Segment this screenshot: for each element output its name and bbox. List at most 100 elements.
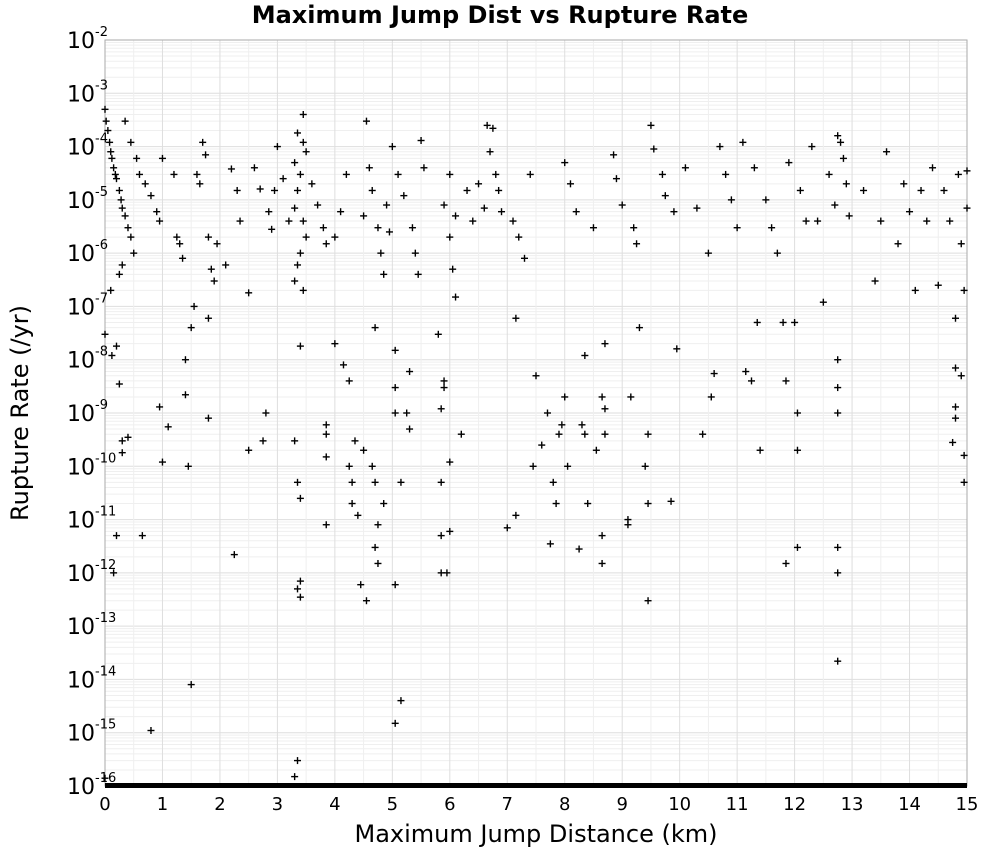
data-point bbox=[492, 170, 500, 178]
data-point bbox=[250, 164, 258, 172]
data-point bbox=[564, 462, 572, 470]
data-point bbox=[118, 449, 126, 457]
data-point bbox=[963, 204, 971, 212]
data-point bbox=[940, 186, 948, 194]
data-point bbox=[294, 129, 302, 137]
data-point bbox=[748, 377, 755, 385]
data-point bbox=[644, 430, 652, 438]
data-point bbox=[331, 340, 339, 348]
data-point bbox=[521, 254, 529, 262]
data-point bbox=[294, 261, 302, 269]
data-point bbox=[262, 409, 270, 417]
data-point bbox=[515, 233, 523, 241]
data-point bbox=[650, 145, 658, 153]
data-point bbox=[371, 478, 379, 486]
data-point bbox=[463, 186, 471, 194]
data-point bbox=[808, 143, 816, 151]
data-point bbox=[452, 212, 460, 220]
data-point bbox=[906, 208, 914, 216]
data-point bbox=[118, 204, 126, 212]
data-point bbox=[202, 151, 210, 159]
data-point bbox=[348, 500, 356, 508]
data-point bbox=[417, 136, 425, 144]
data-point bbox=[845, 212, 853, 220]
data-point bbox=[768, 224, 776, 232]
x-axis-ticks: 0 1 2 3 4 5 6 7 8 9 10 11 12 13 14 15 bbox=[99, 794, 978, 815]
x-tick-label: 13 bbox=[841, 794, 864, 815]
y-tick-label: 10-16 bbox=[67, 771, 116, 800]
data-point bbox=[299, 217, 307, 225]
data-point bbox=[101, 105, 109, 113]
y-tick-label: 10-3 bbox=[67, 78, 108, 107]
data-point bbox=[207, 265, 215, 273]
x-tick-label: 0 bbox=[99, 794, 110, 815]
data-point bbox=[117, 196, 125, 204]
data-point bbox=[440, 201, 448, 209]
data-point bbox=[598, 559, 606, 567]
data-point bbox=[452, 293, 460, 301]
data-point bbox=[112, 175, 120, 183]
data-point bbox=[377, 249, 385, 257]
data-point bbox=[121, 117, 129, 125]
data-point bbox=[957, 240, 965, 248]
x-axis-label: Maximum Jump Distance (km) bbox=[355, 820, 718, 848]
y-tick-label: 10-5 bbox=[67, 185, 108, 214]
data-point bbox=[727, 196, 735, 204]
x-tick-label: 1 bbox=[157, 794, 168, 815]
data-point bbox=[802, 217, 810, 225]
data-point bbox=[529, 462, 537, 470]
data-point bbox=[173, 233, 181, 241]
data-point bbox=[118, 261, 126, 269]
data-point bbox=[952, 364, 960, 372]
x-tick-label: 7 bbox=[502, 794, 513, 815]
data-point bbox=[793, 543, 801, 551]
data-point bbox=[699, 430, 707, 438]
data-point bbox=[753, 318, 761, 326]
min-value-point-band bbox=[105, 783, 967, 788]
data-point bbox=[440, 384, 448, 392]
data-point bbox=[946, 217, 954, 225]
data-point bbox=[406, 368, 414, 376]
data-point bbox=[164, 423, 172, 431]
data-point bbox=[394, 170, 402, 178]
data-point bbox=[633, 240, 641, 248]
data-point bbox=[475, 180, 483, 188]
data-point bbox=[957, 372, 965, 380]
y-tick-label: 10-10 bbox=[67, 451, 116, 480]
data-point bbox=[796, 186, 804, 194]
data-point bbox=[601, 340, 609, 348]
data-point bbox=[388, 143, 396, 151]
data-point bbox=[331, 233, 339, 241]
data-point bbox=[256, 185, 264, 193]
data-point bbox=[773, 249, 781, 257]
data-point bbox=[294, 757, 302, 765]
data-point bbox=[112, 342, 120, 350]
data-point bbox=[635, 324, 643, 332]
data-point bbox=[115, 270, 123, 278]
data-point bbox=[512, 314, 520, 322]
data-point bbox=[929, 164, 937, 172]
data-point bbox=[296, 342, 304, 350]
data-point bbox=[102, 117, 110, 125]
data-point bbox=[265, 208, 273, 216]
data-point bbox=[449, 265, 457, 273]
data-point bbox=[193, 170, 201, 178]
data-point bbox=[443, 569, 451, 577]
y-tick-label: 10-12 bbox=[67, 558, 116, 587]
data-point bbox=[610, 151, 618, 159]
data-point bbox=[227, 165, 235, 173]
data-point bbox=[834, 384, 842, 392]
data-point bbox=[871, 277, 879, 285]
data-point bbox=[308, 180, 316, 188]
data-point bbox=[963, 167, 971, 175]
data-point bbox=[834, 409, 842, 417]
data-point bbox=[960, 286, 968, 294]
data-point bbox=[360, 446, 368, 454]
data-point bbox=[793, 409, 801, 417]
data-point bbox=[285, 217, 293, 225]
data-point bbox=[512, 511, 520, 519]
data-point bbox=[233, 186, 241, 194]
data-point bbox=[934, 281, 942, 289]
x-tick-label: 9 bbox=[616, 794, 627, 815]
data-point bbox=[147, 727, 155, 735]
